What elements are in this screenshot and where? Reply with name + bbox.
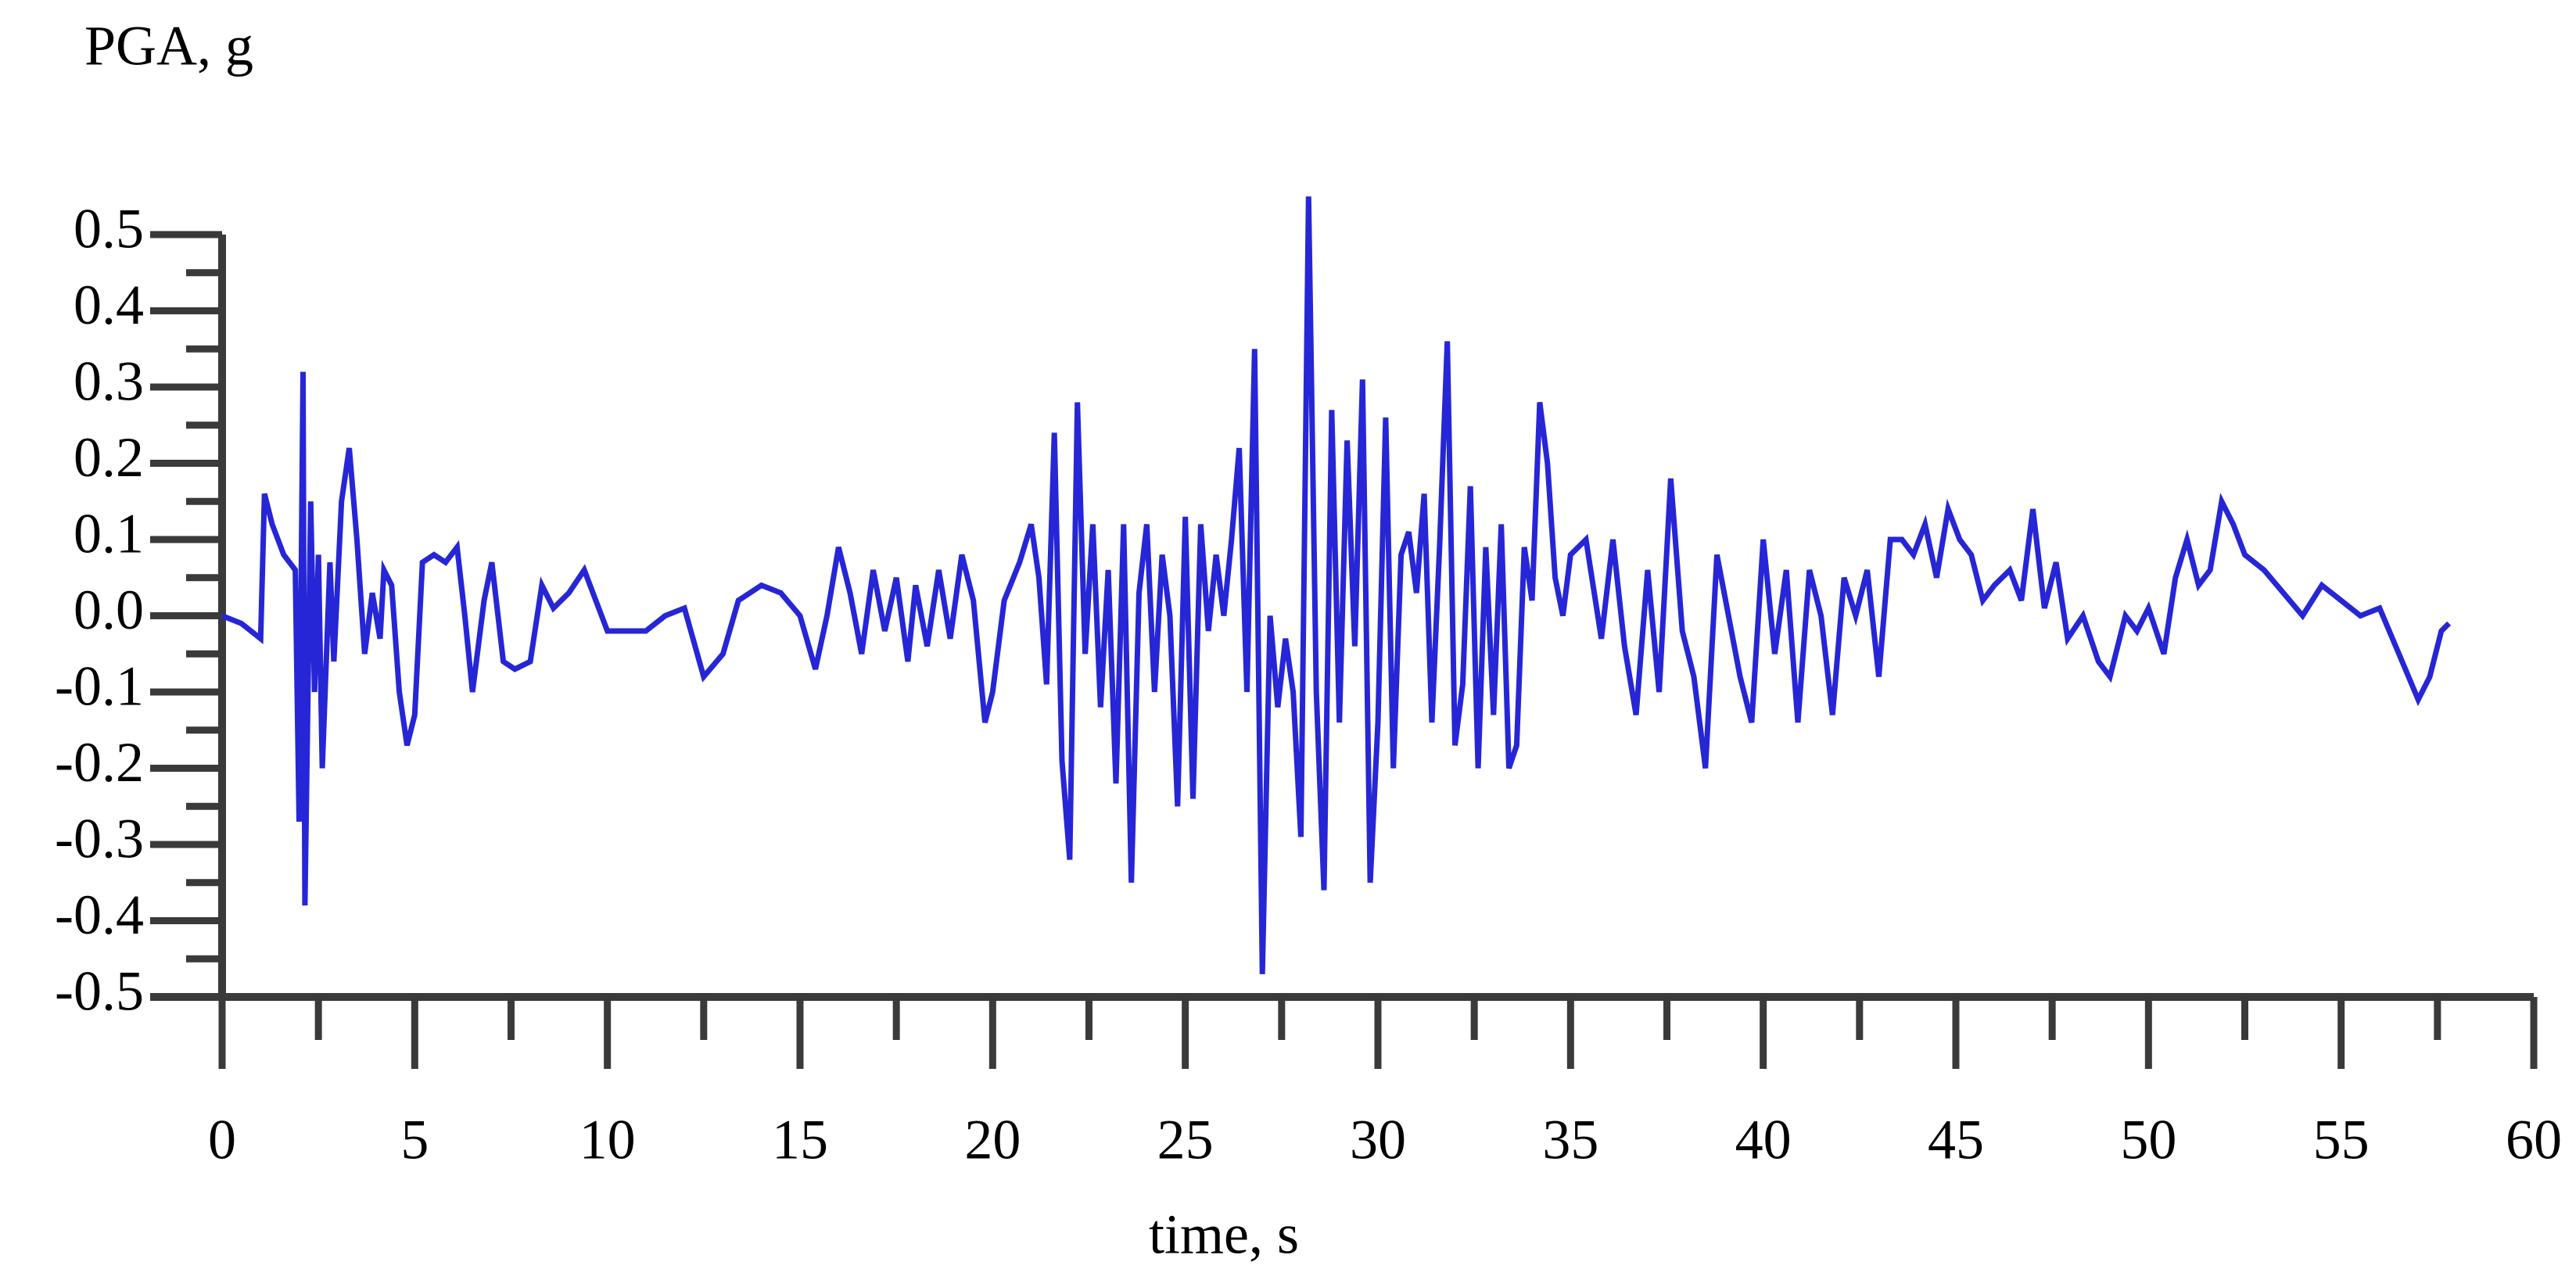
x-tick-label: 35 [1542, 1109, 1598, 1171]
x-axis-label: time, s [1149, 1203, 1299, 1266]
x-tick-label: 55 [2313, 1109, 2370, 1171]
y-tick-label: -0.3 [55, 808, 144, 870]
x-tick-label: 5 [400, 1109, 429, 1171]
y-tick-label: -0.4 [55, 884, 144, 946]
y-tick-label: -0.1 [55, 655, 144, 718]
x-tick-label: 15 [772, 1109, 828, 1171]
x-tick-label: 45 [1928, 1109, 1984, 1171]
y-tick-label: 0.4 [74, 274, 144, 336]
x-tick-label: 0 [208, 1109, 236, 1171]
y-tick-label: 0.1 [74, 503, 144, 565]
y-tick-label: 0.5 [74, 198, 144, 260]
y-tick-label: 0.0 [74, 579, 144, 641]
x-tick-label: 60 [2506, 1109, 2562, 1171]
y-tick-label: 0.3 [74, 350, 144, 413]
x-tick-label: 25 [1157, 1109, 1214, 1171]
y-tick-label: -0.2 [55, 731, 144, 794]
x-tick-label: 50 [2120, 1109, 2176, 1171]
x-tick-label: 30 [1350, 1109, 1406, 1171]
y-tick-label: 0.2 [74, 426, 144, 489]
y-tick-label: -0.5 [55, 960, 144, 1023]
x-tick-label: 10 [579, 1109, 636, 1171]
x-tick-label: 20 [964, 1109, 1021, 1171]
y-axis-label: PGA, g [84, 15, 253, 77]
data-line [221, 196, 2452, 974]
x-tick-label: 40 [1735, 1109, 1792, 1171]
